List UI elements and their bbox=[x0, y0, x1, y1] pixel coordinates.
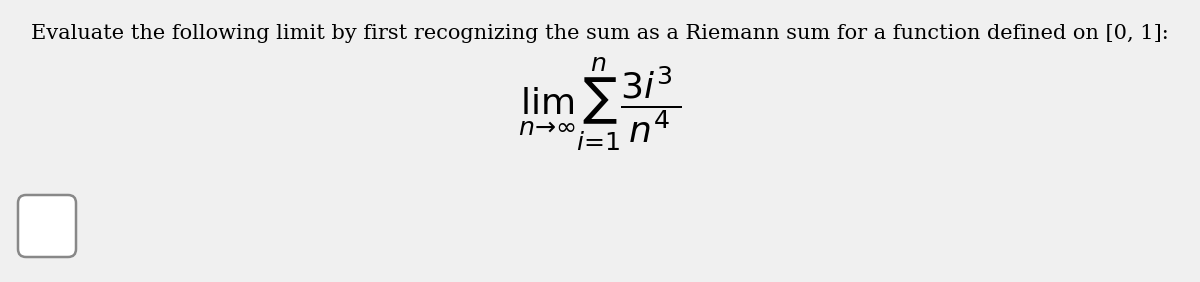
Text: Evaluate the following limit by first recognizing the sum as a Riemann sum for a: Evaluate the following limit by first re… bbox=[31, 24, 1169, 43]
Text: $\lim_{n\to\infty} \sum_{i=1}^{n} \dfrac{3i^3}{n^4}$: $\lim_{n\to\infty} \sum_{i=1}^{n} \dfrac… bbox=[518, 55, 682, 153]
FancyBboxPatch shape bbox=[18, 195, 76, 257]
